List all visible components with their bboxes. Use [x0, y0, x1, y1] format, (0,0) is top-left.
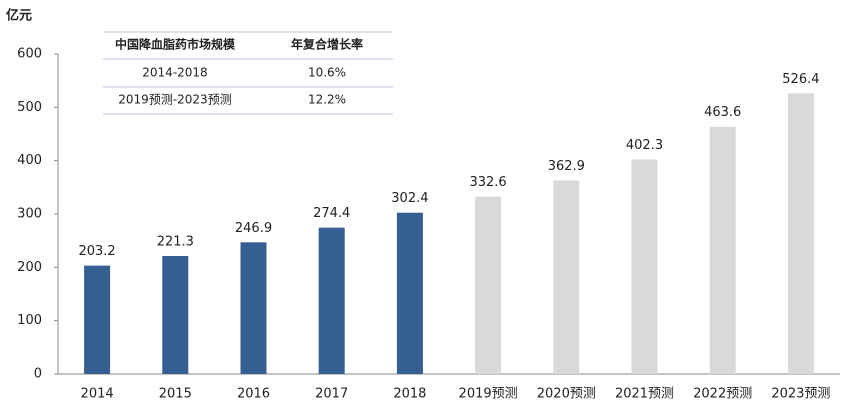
x-tick-label: 2019预测: [459, 387, 518, 402]
value-label: 332.6: [469, 175, 506, 190]
y-tick-label: 0: [34, 367, 42, 382]
bar: [318, 227, 345, 374]
bar: [631, 159, 658, 374]
y-axis-label: 亿元: [6, 8, 32, 24]
x-tick-label: 2023预测: [771, 387, 830, 402]
y-tick-label: 100: [17, 313, 42, 328]
x-tick-label: 2017: [315, 387, 348, 402]
y-tick-label: 200: [17, 260, 42, 275]
x-tick-label: 2018: [393, 387, 426, 402]
table-cell: 2014-2018: [142, 66, 207, 80]
value-label: 274.4: [313, 206, 350, 221]
x-tick-label: 2016: [237, 387, 270, 402]
x-tick-label: 2021预测: [615, 387, 674, 402]
bar: [475, 196, 502, 374]
table-header: 中国降血脂药市场规模: [115, 37, 236, 52]
value-label: 402.3: [626, 138, 663, 153]
value-label: 302.4: [391, 191, 428, 206]
bar: [240, 242, 267, 374]
value-label: 203.2: [78, 244, 115, 259]
y-tick-label: 500: [17, 100, 42, 115]
x-tick-label: 2015: [159, 387, 192, 402]
x-tick-label: 2014: [81, 387, 114, 402]
bar: [84, 265, 111, 374]
x-tick-label: 2020预测: [537, 387, 596, 402]
value-label: 526.4: [782, 72, 819, 87]
bar: [709, 126, 736, 374]
table-bg: [103, 32, 393, 114]
value-label: 221.3: [157, 234, 194, 249]
table-header: 年复合增长率: [291, 37, 363, 52]
bar: [553, 180, 580, 374]
y-tick-label: 600: [17, 47, 42, 62]
value-label: 463.6: [704, 105, 741, 120]
value-label: 362.9: [548, 159, 585, 174]
y-tick-label: 400: [17, 153, 42, 168]
bar: [162, 255, 189, 374]
bar: [787, 93, 814, 375]
table-cell: 2019预测-2023预测: [118, 93, 231, 107]
table-cell: 10.6%: [308, 66, 346, 80]
y-tick-label: 300: [17, 207, 42, 222]
x-tick-label: 2022预测: [693, 387, 752, 402]
value-label: 246.9: [235, 221, 272, 236]
table-cell: 12.2%: [308, 93, 346, 107]
bar: [396, 212, 423, 374]
